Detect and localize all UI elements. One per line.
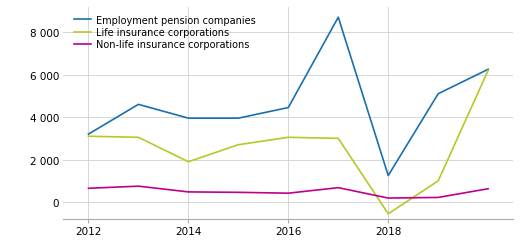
Non-life insurance corporations: [235, 191, 242, 194]
Life insurance corporations: [85, 135, 92, 138]
Non-life insurance corporations: [485, 187, 491, 191]
Life insurance corporations: [285, 136, 291, 139]
Non-life insurance corporations: [435, 196, 441, 199]
Life insurance corporations: [435, 180, 441, 183]
Employment pension companies: [285, 107, 291, 110]
Non-life insurance corporations: [385, 197, 391, 200]
Employment pension companies: [335, 17, 341, 20]
Non-life insurance corporations: [185, 191, 191, 194]
Employment pension companies: [385, 174, 391, 177]
Legend: Employment pension companies, Life insurance corporations, Non-life insurance co: Employment pension companies, Life insur…: [73, 15, 257, 51]
Life insurance corporations: [485, 70, 491, 73]
Line: Life insurance corporations: Life insurance corporations: [88, 71, 488, 214]
Life insurance corporations: [185, 161, 191, 164]
Life insurance corporations: [385, 212, 391, 215]
Employment pension companies: [135, 103, 142, 106]
Employment pension companies: [435, 93, 441, 96]
Employment pension companies: [235, 117, 242, 120]
Employment pension companies: [185, 117, 191, 120]
Employment pension companies: [85, 133, 92, 136]
Non-life insurance corporations: [135, 185, 142, 188]
Non-life insurance corporations: [285, 192, 291, 195]
Non-life insurance corporations: [85, 187, 92, 190]
Life insurance corporations: [235, 144, 242, 147]
Employment pension companies: [485, 69, 491, 72]
Life insurance corporations: [335, 137, 341, 140]
Non-life insurance corporations: [335, 186, 341, 190]
Line: Non-life insurance corporations: Non-life insurance corporations: [88, 186, 488, 198]
Line: Employment pension companies: Employment pension companies: [88, 18, 488, 176]
Life insurance corporations: [135, 136, 142, 139]
